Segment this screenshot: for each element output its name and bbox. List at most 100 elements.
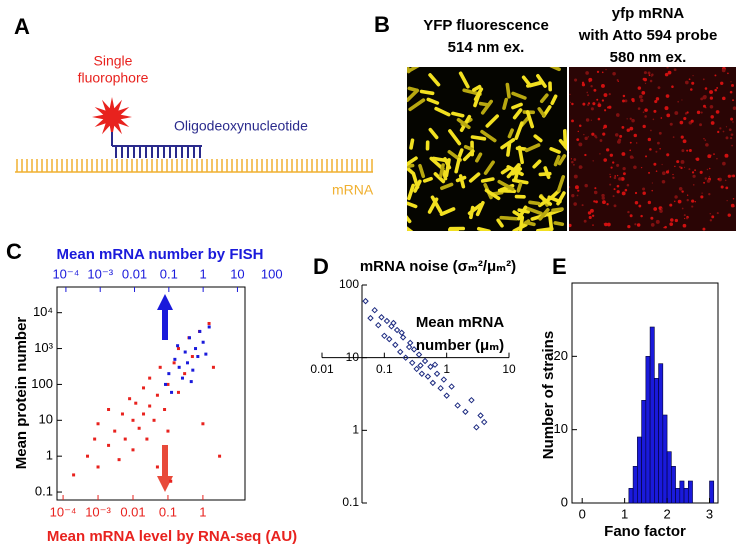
spot (644, 108, 648, 112)
spot (602, 132, 606, 136)
point (148, 376, 152, 380)
spot (673, 68, 677, 72)
point (183, 372, 187, 376)
cell (480, 129, 497, 143)
spot (619, 134, 623, 138)
spot (706, 168, 709, 171)
spot (681, 190, 684, 193)
spot (681, 99, 683, 101)
fluorophore-star (92, 97, 132, 137)
point (196, 355, 200, 359)
cell (514, 121, 524, 140)
cell (538, 171, 552, 177)
spot (678, 165, 681, 168)
x-tick-label: 10⁻³ (85, 504, 111, 519)
point (180, 376, 184, 380)
spot (624, 99, 628, 103)
spot (598, 102, 600, 104)
arrow-head (157, 294, 173, 310)
cell (454, 157, 461, 174)
spot (683, 116, 687, 121)
spot (667, 70, 672, 75)
spot (592, 160, 594, 162)
point (194, 347, 198, 351)
fluorophore-label: fluorophore (78, 70, 149, 86)
spot (732, 174, 736, 178)
point (371, 306, 378, 314)
spot (676, 160, 680, 164)
spot (704, 87, 708, 90)
x2-tick-label: 10⁻⁴ (52, 266, 79, 281)
spot (653, 109, 657, 113)
cell (524, 220, 536, 227)
spot (578, 142, 583, 147)
spot (616, 79, 619, 82)
cell (512, 222, 528, 231)
x2-tick-label: 0.01 (122, 266, 147, 281)
spot (655, 97, 660, 101)
x2-tick-label: 10⁻³ (87, 266, 113, 281)
point (367, 314, 374, 322)
cell (458, 174, 466, 189)
spot (728, 128, 732, 132)
spot (644, 115, 647, 118)
spot (626, 183, 630, 187)
spot (606, 222, 611, 227)
panel-label: C (6, 239, 22, 264)
spot (692, 174, 696, 178)
cell (484, 188, 501, 201)
spot (573, 174, 578, 179)
cell (480, 99, 493, 115)
spot (627, 210, 630, 214)
cell (438, 163, 445, 178)
cell (419, 89, 435, 96)
spot (610, 166, 613, 169)
cell (413, 179, 422, 193)
spot (616, 184, 620, 188)
spot (649, 148, 652, 151)
cell (547, 67, 561, 72)
spot (586, 91, 589, 94)
spot (616, 174, 619, 177)
spot (592, 102, 596, 106)
point (155, 465, 159, 469)
spot (584, 153, 587, 157)
cell (517, 205, 528, 221)
spot (657, 141, 660, 145)
spot (601, 196, 605, 200)
spot (665, 170, 670, 174)
cell (521, 75, 532, 88)
spot (729, 90, 733, 94)
spot (642, 191, 646, 195)
spot (569, 93, 571, 96)
cell (533, 134, 543, 143)
bar (679, 480, 685, 504)
spot (574, 78, 578, 82)
cell (463, 144, 474, 152)
spot (720, 81, 724, 85)
yfp-image (407, 67, 567, 231)
spot (573, 202, 577, 206)
point (164, 382, 168, 386)
spot (638, 94, 643, 99)
point (362, 297, 369, 305)
spot (680, 166, 683, 170)
point (166, 429, 170, 433)
spot (696, 110, 701, 115)
spot (591, 214, 595, 217)
spot (731, 144, 734, 147)
spot (672, 173, 674, 176)
cell (505, 82, 511, 99)
cell (553, 221, 565, 227)
bar (662, 414, 668, 504)
spot (683, 217, 686, 220)
bar (709, 480, 715, 504)
bar (671, 466, 676, 504)
y-tick-label: 0 (561, 494, 568, 509)
cell (547, 212, 554, 231)
spot (657, 86, 661, 90)
bar (641, 400, 647, 504)
spot (678, 186, 683, 191)
cell (556, 191, 566, 206)
y-tick-label: 100 (339, 277, 359, 291)
